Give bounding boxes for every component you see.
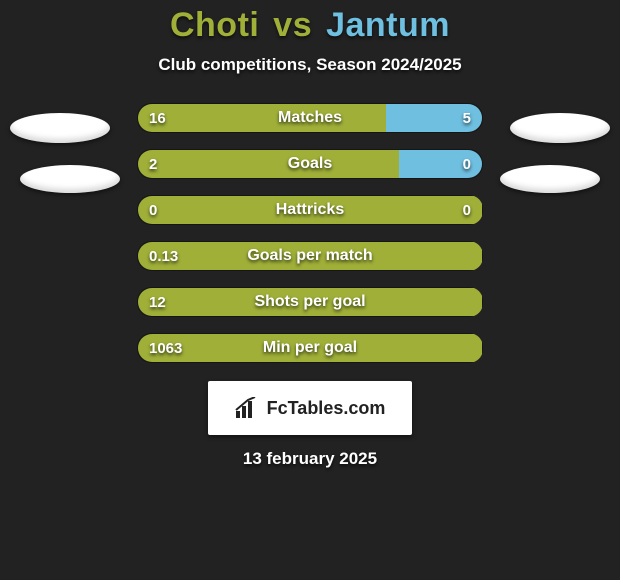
bar-track [137,241,483,271]
bar-track [137,287,483,317]
bar-track [137,333,483,363]
bar-left [138,242,482,270]
flag-right-1 [510,113,610,143]
bar-track [137,103,483,133]
title-player1: Choti [170,6,259,44]
comparison-card: Choti vs Jantum Club competitions, Seaso… [0,0,620,580]
subtitle: Club competitions, Season 2024/2025 [0,55,620,75]
bar-left [138,334,482,362]
flag-right-2 [500,165,600,193]
stat-row-matches: 16 Matches 5 [137,103,483,133]
stat-row-goals-per-match: 0.13 Goals per match [137,241,483,271]
brand-box[interactable]: FcTables.com [208,381,412,435]
bar-track [137,195,483,225]
stats-area: 16 Matches 5 2 Goals 0 0 Hattricks [0,103,620,363]
flag-left-2 [20,165,120,193]
bar-track [137,149,483,179]
stat-row-hattricks: 0 Hattricks 0 [137,195,483,225]
bar-left [138,150,399,178]
title-vs: vs [273,6,312,44]
date: 13 february 2025 [0,449,620,469]
title-player2: Jantum [326,6,450,44]
brand-text: FcTables.com [267,398,386,419]
bar-right [386,104,482,132]
stat-bars: 16 Matches 5 2 Goals 0 0 Hattricks [137,103,483,363]
flag-left-1 [10,113,110,143]
stat-row-goals: 2 Goals 0 [137,149,483,179]
stat-row-min-per-goal: 1063 Min per goal [137,333,483,363]
bars-icon [235,397,261,419]
bar-left [138,104,386,132]
bar-right [399,150,482,178]
stat-row-shots-per-goal: 12 Shots per goal [137,287,483,317]
bar-left [138,196,482,224]
title: Choti vs Jantum [0,6,620,45]
bar-left [138,288,482,316]
